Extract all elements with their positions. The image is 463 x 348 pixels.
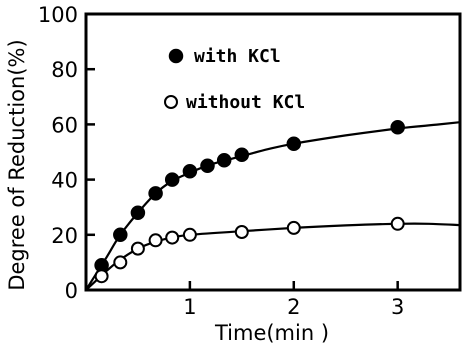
- point-without-kcl: [94, 269, 109, 284]
- y-tick-label: 60: [51, 113, 78, 137]
- y-tick-label: 100: [38, 3, 78, 27]
- x-tick-label: 2: [287, 295, 300, 319]
- data-points: [94, 119, 405, 284]
- point-with-kcl: [234, 147, 250, 163]
- y-axis-ticks: 0 20 40 60 80 100: [38, 3, 95, 303]
- point-without-kcl: [286, 220, 301, 235]
- legend-label-without-kcl: without KCl: [186, 92, 305, 113]
- y-tick-label: 0: [65, 279, 78, 303]
- y-tick-label: 80: [51, 58, 78, 82]
- point-with-kcl: [286, 136, 302, 151]
- point-with-kcl: [130, 205, 146, 220]
- point-with-kcl: [216, 153, 232, 168]
- legend-label-with-kcl: with KCl: [194, 46, 281, 67]
- axes: [84, 12, 462, 292]
- legend-marker-without-kcl: [164, 95, 178, 109]
- y-tick-label: 20: [51, 224, 78, 248]
- y-tick-label: 40: [51, 169, 78, 193]
- point-with-kcl: [200, 158, 215, 174]
- point-without-kcl: [390, 216, 405, 231]
- point-without-kcl: [113, 255, 128, 270]
- legend: with KCl without KCl: [164, 46, 305, 113]
- plot-frame: [84, 12, 462, 292]
- curve-with-kcl: [85, 121, 461, 291]
- point-with-kcl: [113, 227, 128, 243]
- point-with-kcl: [148, 186, 163, 201]
- point-without-kcl: [148, 233, 163, 248]
- point-without-kcl: [182, 227, 197, 242]
- point-without-kcl: [165, 230, 180, 245]
- point-without-kcl: [130, 241, 145, 256]
- point-with-kcl: [182, 164, 198, 179]
- x-axis-title: Time(min ): [214, 321, 329, 345]
- point-without-kcl: [234, 225, 249, 239]
- y-axis-title: Degree of Reduction(%): [5, 39, 29, 290]
- legend-marker-with-kcl: [168, 48, 184, 64]
- point-with-kcl: [390, 119, 405, 135]
- curve-without-kcl: [85, 222, 461, 291]
- x-tick-label: 1: [183, 295, 196, 319]
- fit-curves: [85, 121, 461, 291]
- x-tick-label: 3: [391, 295, 404, 319]
- x-axis-ticks: 1 2 3: [183, 281, 404, 319]
- point-with-kcl: [164, 172, 180, 187]
